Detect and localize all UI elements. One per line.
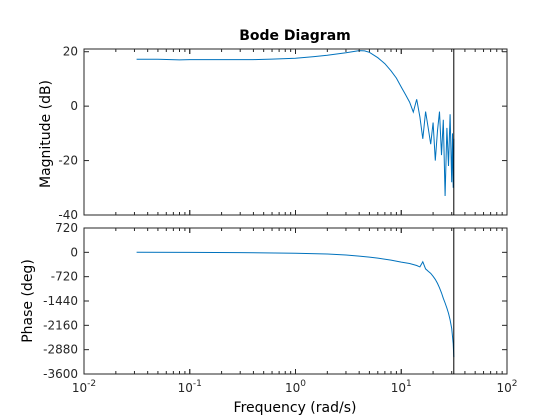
phase-axis: -3600 -2880 -2160 -1440 -720 0 720 10-2 10-1 100 1… (43, 221, 517, 395)
magnitude-axis-label: Magnitude (dB) (38, 80, 54, 188)
phase-y-tick-label: -1440 (43, 294, 78, 308)
phase-y-tick-label: 720 (55, 221, 78, 235)
magnitude-series-line (136, 50, 455, 197)
magnitude-y-tick-label: -40 (58, 208, 78, 222)
magnitude-y-tick-label: 20 (63, 45, 78, 59)
frequency-tick-label: 100 (285, 379, 306, 395)
phase-plot-frame (83, 227, 508, 375)
frequency-tick-label: 10-1 (178, 379, 202, 395)
frequency-tick-label: 101 (391, 379, 412, 395)
phase-y-tick-label: 0 (70, 245, 78, 259)
phase-y-tick-label: -2160 (43, 318, 78, 332)
chart-title: Bode Diagram (239, 28, 351, 44)
magnitude-y-tick-label: -20 (58, 154, 78, 168)
phase-series-line (136, 251, 455, 358)
magnitude-y-tick-label: 0 (70, 99, 78, 113)
magnitude-axis: -40 -20 0 20 (58, 45, 508, 222)
frequency-axis-label: Frequency (rad/s) (234, 400, 357, 416)
phase-y-tick-label: -3600 (43, 367, 78, 381)
frequency-tick-label: 10-2 (72, 379, 96, 395)
frequency-tick-label: 102 (496, 379, 517, 395)
phase-axis-label: Phase (deg) (20, 259, 36, 343)
phase-y-tick-label: -2880 (43, 343, 78, 357)
magnitude-plot-frame (83, 48, 508, 216)
phase-y-tick-label: -720 (51, 270, 78, 284)
